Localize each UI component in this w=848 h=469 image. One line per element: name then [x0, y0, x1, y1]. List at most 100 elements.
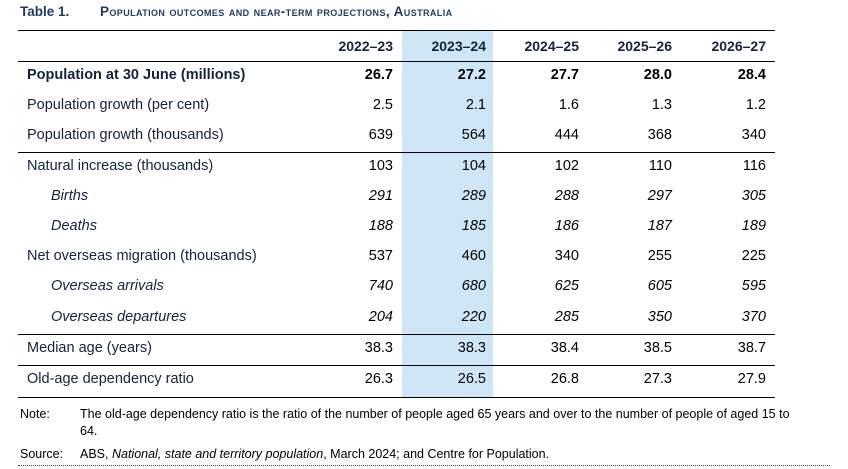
source-publication: National, state and territory population: [111, 447, 324, 461]
table-cell: 625: [554, 278, 579, 294]
table-cell: 370: [741, 309, 766, 325]
table-cell: 26.7: [364, 67, 393, 83]
table-cell: 2.1: [465, 97, 486, 113]
table-cell: 26.5: [457, 371, 486, 387]
table-cell: 38.7: [737, 340, 766, 356]
table-cell: 188: [368, 218, 393, 234]
table-row: Overseas arrivals 740 680 625 605 595: [18, 272, 775, 302]
table-cell: 110: [648, 158, 672, 174]
table-cell: 116: [742, 158, 766, 174]
table-cell: 460: [461, 248, 486, 264]
table-cell: 740: [368, 278, 393, 294]
table-cell: 368: [647, 127, 672, 143]
table-cell: 187: [647, 218, 672, 234]
row-label: Old-age dependency ratio: [27, 371, 194, 387]
table-cell: 104: [461, 158, 486, 174]
table-row: Natural increase (thousands) 103 104 102…: [18, 152, 775, 182]
row-label: Overseas departures: [51, 309, 187, 325]
table-cell: 297: [647, 188, 672, 204]
row-label: Population growth (thousands): [27, 127, 224, 143]
table-row: Overseas departures 204 220 285 350 370: [18, 303, 775, 333]
bottom-rule: [18, 397, 775, 398]
column-header: 2022–23: [338, 38, 393, 54]
footer-dotted-rule: [18, 465, 830, 466]
row-label: Deaths: [51, 218, 97, 234]
table-cell: 340: [554, 248, 579, 264]
table-cell: 350: [647, 309, 672, 325]
table-caption: Population outcomes and near-term projec…: [100, 4, 453, 19]
table-cell: 444: [554, 127, 579, 143]
row-label: Natural increase (thousands): [27, 158, 214, 174]
source-suffix: , March 2024; and Centre for Population.: [323, 447, 550, 461]
source-prefix: ABS,: [80, 447, 112, 461]
table-cell: 291: [368, 188, 393, 204]
table-cell: 305: [741, 188, 766, 204]
table-cell: 595: [741, 278, 766, 294]
section-rule: [18, 152, 775, 153]
table-cell: 680: [461, 278, 486, 294]
table-cell: 605: [647, 278, 672, 294]
table-cell: 27.3: [643, 371, 672, 387]
table-cell: 27.7: [550, 67, 579, 83]
table-row: Net overseas migration (thousands) 537 4…: [18, 242, 775, 272]
column-headers: 2022–23 2023–24 2024–25 2025–26 2026–27: [18, 33, 775, 61]
table-cell: 189: [741, 218, 766, 234]
table-cell: 28.0: [643, 67, 672, 83]
column-header: 2024–25: [524, 38, 579, 54]
table-cell: 38.4: [550, 340, 579, 356]
table-cell: 537: [368, 248, 393, 264]
table-cell: 1.3: [651, 97, 672, 113]
row-label: Median age (years): [27, 340, 152, 356]
table-cell: 38.3: [364, 340, 393, 356]
table-row: Deaths 188 185 186 187 189: [18, 212, 775, 242]
row-label: Net overseas migration (thousands): [27, 248, 257, 264]
table-row: Births 291 289 288 297 305: [18, 182, 775, 212]
table-cell: 185: [461, 218, 486, 234]
row-label: Population growth (per cent): [27, 97, 210, 113]
table-cell: 2.5: [372, 97, 393, 113]
table-cell: 340: [741, 127, 766, 143]
column-header: 2026–27: [711, 38, 766, 54]
table-cell: 102: [554, 158, 579, 174]
row-label: Population at 30 June (millions): [27, 67, 246, 83]
source-label: Source:: [20, 447, 64, 461]
highlight-column: [402, 31, 493, 398]
table-cell: 26.3: [364, 371, 393, 387]
table-cell: 1.2: [745, 97, 766, 113]
table-cell: 28.4: [737, 67, 766, 83]
row-label: Births: [51, 188, 89, 204]
table-cell: 289: [461, 188, 486, 204]
table-cell: 103: [368, 158, 393, 174]
column-header: 2025–26: [617, 38, 672, 54]
top-rule: [18, 30, 775, 31]
note-label: Note:: [20, 407, 50, 421]
table-cell: 38.3: [457, 340, 486, 356]
table-cell: 1.6: [558, 97, 579, 113]
section-rule: [18, 365, 775, 366]
table-cell: 288: [554, 188, 579, 204]
table-cell: 220: [461, 309, 486, 325]
source-text: ABS, National, state and territory popul…: [80, 446, 790, 463]
column-header: 2023–24: [431, 38, 486, 54]
table-row: Population at 30 June (millions) 26.7 27…: [18, 61, 775, 91]
table-number: Table 1.: [20, 4, 70, 19]
table-row: Population growth (thousands) 639 564 44…: [18, 121, 775, 151]
note-text: The old-age dependency ratio is the rati…: [80, 407, 790, 438]
table-cell: 225: [741, 248, 766, 264]
table-cell: 204: [368, 309, 393, 325]
table-row: Old-age dependency ratio 26.3 26.5 26.8 …: [18, 365, 775, 395]
table-cell: 27.2: [457, 67, 486, 83]
table-cell: 27.9: [737, 371, 766, 387]
table-cell: 38.5: [643, 340, 672, 356]
table-cell: 285: [554, 309, 579, 325]
table-row: Population growth (per cent) 2.5 2.1 1.6…: [18, 91, 775, 121]
header-rule: [18, 61, 775, 62]
table-note: Note: The old-age dependency ratio is th…: [20, 406, 810, 442]
table-title: Table 1. Population outcomes and near-ter…: [20, 4, 453, 24]
table-cell: 255: [647, 248, 672, 264]
table-cell: 26.8: [550, 371, 579, 387]
table-row: Median age (years) 38.3 38.3 38.4 38.5 3…: [18, 334, 775, 364]
table-cell: 186: [554, 218, 579, 234]
section-rule: [18, 334, 775, 335]
table-cell: 639: [368, 127, 393, 143]
